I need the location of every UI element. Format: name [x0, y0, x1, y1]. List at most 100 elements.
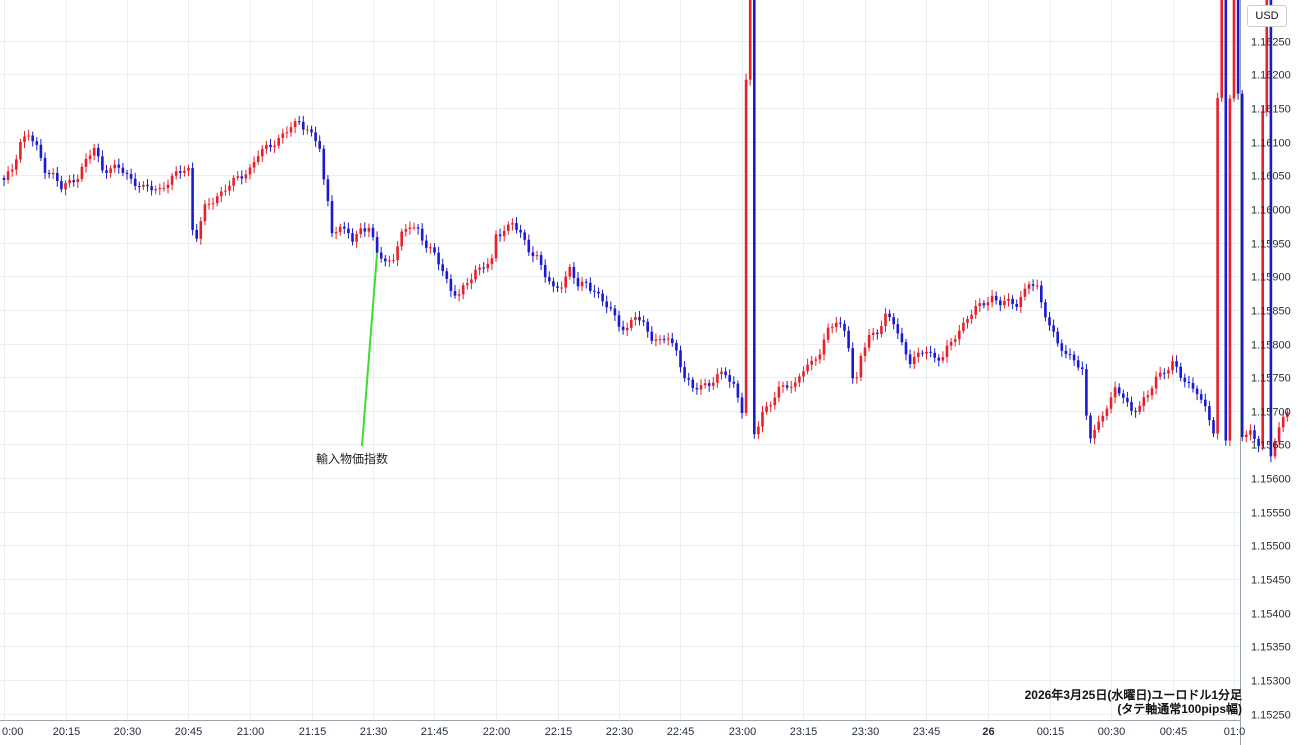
candle-body [31, 135, 34, 142]
candle-body [712, 382, 715, 386]
candle-body [1281, 416, 1285, 428]
candle-body [1261, 111, 1264, 447]
candle-body [1134, 410, 1137, 412]
candle-body [691, 379, 695, 389]
candle-body [1142, 397, 1146, 406]
annotation-label: 輸入物価指数 [316, 451, 388, 466]
candle-body [150, 186, 153, 191]
candle-body [687, 378, 690, 380]
candle-body [507, 224, 510, 231]
candle-body [990, 295, 994, 303]
candle-body [1216, 98, 1219, 434]
candle-body [310, 129, 313, 133]
candle-body [552, 281, 555, 287]
currency-label[interactable]: USD [1247, 5, 1287, 27]
candle-body [379, 252, 383, 259]
y-tick-label: 1.15850 [1251, 306, 1291, 318]
candle-body [1097, 421, 1100, 430]
candle-body [375, 237, 379, 253]
candle-body [880, 326, 883, 335]
candle-body [105, 170, 108, 173]
candle-body [806, 364, 809, 372]
candle-body [1113, 387, 1117, 398]
candle-body [207, 203, 211, 205]
candle-body [773, 397, 777, 406]
candle-body [88, 155, 92, 160]
candle-body [888, 313, 891, 318]
candle-body [810, 360, 813, 365]
x-tick-label: 21:45 [421, 726, 449, 738]
x-tick-label: 21:30 [360, 726, 388, 738]
candle-body [519, 229, 522, 233]
candle-body [158, 187, 162, 190]
candle-body [338, 226, 342, 233]
candle-body [1253, 430, 1256, 439]
candle-body [1208, 406, 1211, 421]
candle-body [1175, 361, 1178, 367]
candle-body [982, 303, 986, 306]
candle-body [843, 323, 846, 331]
candle-body [740, 397, 744, 413]
x-tick-label: 21:00 [237, 726, 265, 738]
candle-body [630, 319, 633, 328]
candle-body [1072, 354, 1076, 361]
x-tick-label: 23:30 [852, 726, 880, 738]
candle-body [1220, 0, 1223, 99]
candle-body [744, 79, 748, 413]
x-tick-label: 00:15 [1037, 726, 1065, 738]
x-tick-label: 20:15 [53, 726, 81, 738]
y-tick-label: 1.16100 [1251, 138, 1291, 150]
x-tick-label: 22:30 [606, 726, 634, 738]
candle-body [121, 167, 125, 173]
candle-body [84, 159, 88, 167]
y-tick-label: 1.16200 [1251, 70, 1291, 82]
candle-body [748, 0, 752, 80]
candle-body [162, 187, 166, 189]
candle-body [1286, 412, 1289, 417]
candle-body [867, 335, 871, 348]
y-tick-label: 1.15400 [1251, 609, 1291, 621]
candle-body [974, 306, 977, 315]
y-tick-label: 1.15250 [1251, 710, 1291, 722]
candle-body [220, 191, 223, 197]
candle-body [195, 229, 198, 239]
candle-body [35, 141, 39, 145]
candle-body [597, 291, 600, 294]
candle-body [826, 327, 830, 340]
candle-body [1199, 394, 1203, 400]
candle-body [900, 333, 904, 343]
candle-body [146, 184, 149, 187]
candle-body [1167, 370, 1170, 374]
candle-body [642, 320, 645, 322]
candle-body [863, 347, 867, 356]
candle-body [1052, 325, 1055, 332]
candle-body [433, 247, 436, 253]
candle-body [1011, 298, 1014, 304]
candle-body [728, 375, 731, 382]
candle-body [23, 136, 26, 143]
candle-body [228, 185, 231, 191]
candle-body [466, 283, 469, 286]
candle-body [420, 228, 424, 241]
candle-body [302, 121, 305, 130]
candle-body [502, 230, 506, 237]
candle-body [404, 229, 408, 232]
candle-body [1269, 0, 1273, 457]
candle-body [1212, 420, 1215, 434]
candle-body [753, 0, 756, 435]
candle-body [638, 317, 641, 321]
candle-body [72, 180, 75, 183]
x-tick-label: 00:45 [1160, 726, 1188, 738]
candle-body [572, 266, 576, 278]
candle-body [564, 276, 567, 288]
candle-body [802, 371, 805, 377]
candle-body [847, 330, 850, 349]
x-tick-label: 22:00 [483, 726, 511, 738]
candle-body [211, 203, 215, 205]
candle-body [1158, 372, 1162, 377]
candle-body [839, 322, 842, 324]
candle-body [912, 356, 916, 365]
y-tick-label: 1.15350 [1251, 642, 1291, 654]
candle-body [925, 351, 928, 354]
candle-body [47, 172, 51, 175]
